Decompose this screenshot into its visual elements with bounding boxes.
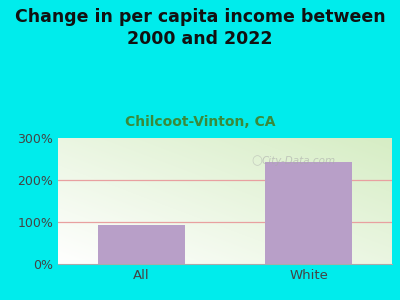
Text: Chilcoot-Vinton, CA: Chilcoot-Vinton, CA: [125, 116, 275, 130]
Text: City-Data.com: City-Data.com: [262, 156, 336, 166]
Bar: [265, 162, 352, 264]
Text: ○: ○: [251, 154, 262, 167]
Text: Change in per capita income between
2000 and 2022: Change in per capita income between 2000…: [15, 8, 385, 48]
Bar: [98, 225, 185, 264]
